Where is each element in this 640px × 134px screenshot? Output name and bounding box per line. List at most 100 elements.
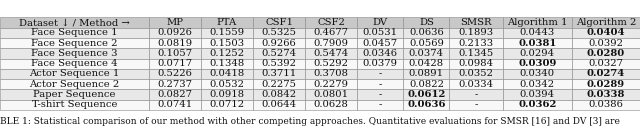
Bar <box>305 28 357 38</box>
Text: 0.9266: 0.9266 <box>262 39 296 48</box>
Bar <box>403 38 449 48</box>
Text: 0.0712: 0.0712 <box>209 100 244 109</box>
Text: 0.3711: 0.3711 <box>262 69 297 78</box>
Bar <box>403 48 449 59</box>
Text: 0.5474: 0.5474 <box>314 49 349 58</box>
Text: 0.7909: 0.7909 <box>314 39 349 48</box>
Text: 0.0274: 0.0274 <box>587 69 625 78</box>
Bar <box>357 17 403 28</box>
Bar <box>0 69 149 79</box>
Text: 0.1559: 0.1559 <box>209 28 244 37</box>
Text: Dataset ↓ / Method →: Dataset ↓ / Method → <box>19 18 130 27</box>
Text: 0.0636: 0.0636 <box>407 100 445 109</box>
Bar <box>305 48 357 59</box>
Bar <box>403 100 449 110</box>
Bar <box>572 59 640 69</box>
Text: -: - <box>379 90 382 99</box>
Bar <box>503 28 572 38</box>
Text: Algorithm 2: Algorithm 2 <box>575 18 636 27</box>
Text: 0.1348: 0.1348 <box>209 59 244 68</box>
Text: -: - <box>379 69 382 78</box>
Bar <box>149 17 201 28</box>
Text: -: - <box>379 80 382 89</box>
Bar <box>357 79 403 89</box>
Bar <box>503 79 572 89</box>
Bar <box>449 48 503 59</box>
Text: CSF2: CSF2 <box>317 18 345 27</box>
Bar <box>201 17 253 28</box>
Bar <box>253 48 305 59</box>
Bar <box>449 100 503 110</box>
Text: 0.0531: 0.0531 <box>363 28 398 37</box>
Bar <box>449 89 503 100</box>
Text: 0.0822: 0.0822 <box>409 80 444 89</box>
Bar <box>201 89 253 100</box>
Bar <box>305 89 357 100</box>
Bar <box>0 100 149 110</box>
Text: T-shirt Sequence: T-shirt Sequence <box>31 100 117 109</box>
Bar <box>149 38 201 48</box>
Bar <box>572 89 640 100</box>
Bar <box>0 28 149 38</box>
Bar <box>253 17 305 28</box>
Text: 0.3708: 0.3708 <box>314 69 349 78</box>
Bar <box>305 38 357 48</box>
Bar <box>149 100 201 110</box>
Text: Actor Sequence 1: Actor Sequence 1 <box>29 69 120 78</box>
Bar <box>253 59 305 69</box>
Text: 0.0891: 0.0891 <box>409 69 444 78</box>
Text: 0.0334: 0.0334 <box>459 80 494 89</box>
Text: 0.2133: 0.2133 <box>459 39 494 48</box>
Bar <box>357 89 403 100</box>
Bar <box>572 69 640 79</box>
Text: 0.0280: 0.0280 <box>587 49 625 58</box>
Text: 0.0741: 0.0741 <box>157 100 193 109</box>
Text: Algorithm 1: Algorithm 1 <box>507 18 568 27</box>
Text: 0.0918: 0.0918 <box>209 90 244 99</box>
Bar <box>305 59 357 69</box>
Text: 0.0340: 0.0340 <box>520 69 555 78</box>
Bar <box>357 28 403 38</box>
Bar <box>201 38 253 48</box>
Text: 0.0827: 0.0827 <box>157 90 193 99</box>
Text: 0.0327: 0.0327 <box>588 59 623 68</box>
Bar <box>403 17 449 28</box>
Text: BLE 1: Statistical comparison of our method with other competing approaches. Qua: BLE 1: Statistical comparison of our met… <box>0 117 620 126</box>
Bar <box>403 69 449 79</box>
Bar <box>0 89 149 100</box>
Bar <box>201 69 253 79</box>
Bar <box>572 17 640 28</box>
Bar <box>572 38 640 48</box>
Bar <box>0 38 149 48</box>
Text: 0.5292: 0.5292 <box>314 59 349 68</box>
Bar <box>0 59 149 69</box>
Text: 0.0569: 0.0569 <box>409 39 444 48</box>
Bar <box>503 38 572 48</box>
Text: 0.1503: 0.1503 <box>209 39 244 48</box>
Text: 0.0926: 0.0926 <box>157 28 193 37</box>
Bar <box>0 17 149 28</box>
Text: Face Sequence 3: Face Sequence 3 <box>31 49 118 58</box>
Bar <box>201 48 253 59</box>
Text: DV: DV <box>372 18 388 27</box>
Text: 0.5325: 0.5325 <box>262 28 296 37</box>
Text: 0.0386: 0.0386 <box>588 100 623 109</box>
Text: CSF1: CSF1 <box>265 18 293 27</box>
Text: 0.5274: 0.5274 <box>262 49 296 58</box>
Bar <box>305 69 357 79</box>
Text: 0.0842: 0.0842 <box>262 90 296 99</box>
Text: 0.0457: 0.0457 <box>363 39 398 48</box>
Bar <box>449 38 503 48</box>
Text: 0.0289: 0.0289 <box>587 80 625 89</box>
Bar <box>503 89 572 100</box>
Text: 0.4677: 0.4677 <box>314 28 349 37</box>
Text: 0.0338: 0.0338 <box>587 90 625 99</box>
Bar <box>503 17 572 28</box>
Text: 0.0394: 0.0394 <box>520 90 555 99</box>
Bar <box>201 28 253 38</box>
Bar <box>449 59 503 69</box>
Text: 0.0404: 0.0404 <box>586 28 625 37</box>
Bar <box>572 48 640 59</box>
Text: 0.1057: 0.1057 <box>157 49 193 58</box>
Text: 0.0342: 0.0342 <box>520 80 555 89</box>
